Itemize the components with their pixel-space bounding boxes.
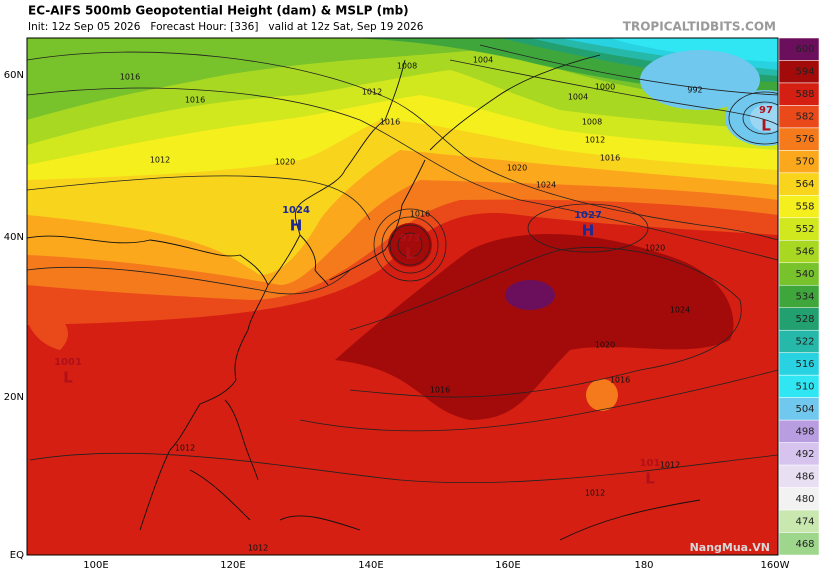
isobar-label: 1012: [660, 461, 680, 470]
lat-label: 40N: [4, 232, 24, 243]
brand: TROPICALTIDBITS.COM: [623, 20, 776, 34]
colorbar-label: 474: [795, 516, 814, 527]
isobar-label: 1024: [536, 181, 556, 190]
colorbar-label: 558: [795, 202, 814, 213]
colorbar-label: 540: [795, 269, 814, 280]
lon-label: 120E: [220, 560, 245, 571]
isobar-label: 1012: [150, 156, 170, 165]
isobar-label: 1020: [507, 164, 527, 173]
lon-label: 160W: [761, 560, 790, 571]
colorbar-label: 516: [795, 359, 814, 370]
isobar-label: 1024: [670, 306, 690, 315]
lat-label: EQ: [10, 550, 24, 561]
colorbar-label: 552: [795, 224, 814, 235]
lon-label: 100E: [83, 560, 108, 571]
isobar-label: 1012: [362, 88, 382, 97]
pressure-value: 101: [640, 458, 661, 469]
colorbar-label: 594: [795, 67, 814, 78]
map-field: [27, 38, 778, 555]
isobar-label: 1016: [120, 73, 140, 82]
isobar-label: 1004: [568, 93, 588, 102]
pressure-value: 1027: [574, 210, 602, 221]
isobar-label: 1012: [248, 544, 268, 553]
isobar-label: 1020: [595, 341, 615, 350]
isobar-label: 1012: [585, 136, 605, 145]
watermark: NangMua.VN: [690, 541, 770, 554]
isobar-label: 1000: [595, 83, 615, 92]
pressure-symbol: L: [63, 369, 73, 387]
lat-label: 60N: [4, 70, 24, 81]
isobar-label: 1016: [185, 96, 205, 105]
colorbar-label: 546: [795, 247, 814, 258]
pressure-value: 1001: [54, 357, 82, 368]
lat-label: 20N: [4, 392, 24, 403]
isobar-label: 992: [687, 86, 702, 95]
isobar-label: 1012: [585, 489, 605, 498]
pressure-value: 1024: [282, 205, 310, 216]
isobar-label: 1004: [473, 56, 493, 65]
lon-label: 140E: [358, 560, 383, 571]
isobar-label: 1020: [645, 244, 665, 253]
pressure-value: 973: [400, 233, 421, 244]
isobar-label: 1020: [275, 158, 295, 167]
isobar-label: 1012: [175, 444, 195, 453]
colorbar-label: 468: [795, 539, 814, 550]
colorbar-label: 576: [795, 134, 814, 145]
colorbar-label: 534: [795, 292, 814, 303]
pressure-symbol: H: [582, 222, 595, 240]
isobar-label: 1016: [600, 154, 620, 163]
pressure-symbol: L: [405, 245, 415, 263]
colorbar-label: 486: [795, 471, 814, 482]
isobar-label: 1016: [380, 118, 400, 127]
pressure-symbol: H: [290, 217, 303, 235]
colorbar-label: 522: [795, 336, 814, 347]
lon-label: 160E: [495, 560, 520, 571]
pressure-symbol: L: [761, 117, 771, 135]
colorbar-label: 564: [795, 179, 814, 190]
pressure-value: 97: [759, 105, 773, 116]
colorbar-label: 570: [795, 157, 814, 168]
colorbar-label: 480: [795, 494, 814, 505]
subtitle: Init: 12z Sep 05 2026 Forecast Hour: [33…: [28, 21, 424, 33]
isobar-label: 1016: [610, 376, 630, 385]
colorbar-label: 504: [795, 404, 814, 415]
colorbar-label: 510: [795, 381, 814, 392]
colorbar-label: 498: [795, 426, 814, 437]
colorbar-label: 528: [795, 314, 814, 325]
isobar-label: 1016: [430, 386, 450, 395]
colorbar-label: 600: [795, 44, 814, 55]
isobar-label: 1016: [410, 210, 430, 219]
colorbar-label: 582: [795, 112, 814, 123]
colorbar-label: 588: [795, 89, 814, 100]
map-frame: [26, 37, 779, 556]
lon-label: 180: [634, 560, 653, 571]
isobar-label: 1008: [397, 62, 417, 71]
colorbar-swatch: [778, 532, 819, 556]
colorbar-label: 492: [795, 449, 814, 460]
isobar-label: 1008: [582, 118, 602, 127]
title: EC-AIFS 500mb Geopotential Height (dam) …: [28, 4, 409, 18]
pressure-symbol: L: [645, 470, 655, 488]
